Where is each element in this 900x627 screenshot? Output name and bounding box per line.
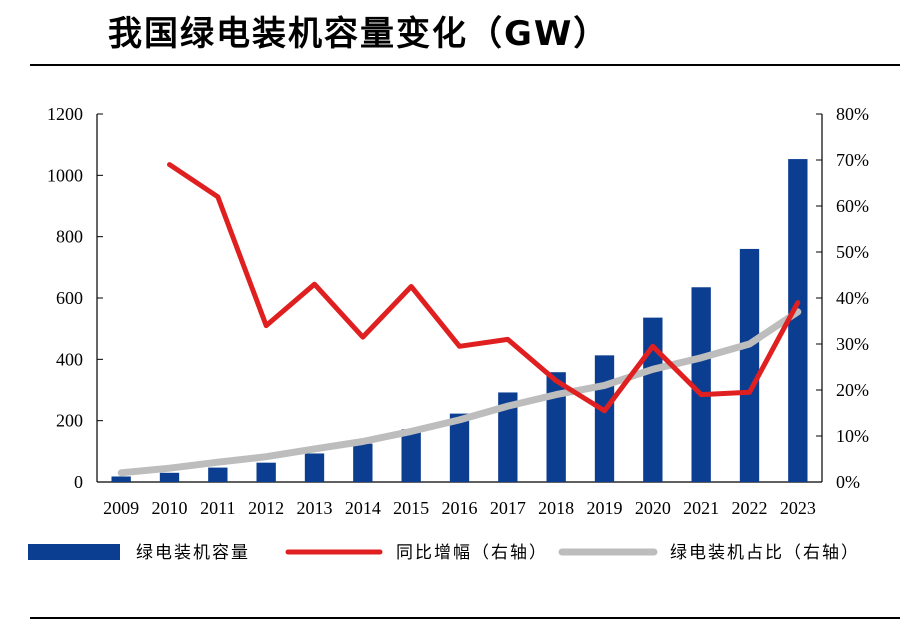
x-tick-label: 2016 xyxy=(442,498,478,518)
x-tick-label: 2023 xyxy=(780,498,816,518)
bar xyxy=(643,317,663,482)
bar xyxy=(208,467,228,482)
y-right-tick-label: 0% xyxy=(836,472,860,492)
bar xyxy=(739,248,760,482)
bar xyxy=(498,392,518,482)
legend-label: 绿电装机占比（右轴） xyxy=(670,543,860,563)
bar xyxy=(401,429,421,482)
y-right-tick-label: 10% xyxy=(836,426,869,446)
x-tick-label: 2011 xyxy=(200,498,235,518)
y-right-tick-label: 40% xyxy=(836,288,869,308)
share-line xyxy=(117,308,802,477)
x-tick-label: 2017 xyxy=(490,498,526,518)
legend-item-growth: 同比增幅（右轴） xyxy=(285,543,548,563)
bar xyxy=(594,355,615,482)
y-right-tick-label: 70% xyxy=(836,150,869,170)
bar xyxy=(159,472,180,482)
x-tick-label: 2021 xyxy=(683,498,719,518)
x-tick-label: 2009 xyxy=(103,498,139,518)
legend-label: 绿电装机容量 xyxy=(136,543,250,563)
y-left-tick-label: 200 xyxy=(56,411,83,431)
x-tick-label: 2015 xyxy=(393,498,429,518)
legend-item-share: 绿电装机占比（右轴） xyxy=(558,543,860,563)
bar xyxy=(353,443,373,482)
legend: 绿电装机容量 同比增幅（右轴） 绿电装机占比（右轴） xyxy=(28,543,860,563)
x-tick-label: 2013 xyxy=(297,498,333,518)
legend-label: 同比增幅（右轴） xyxy=(396,543,548,563)
x-tick-label: 2010 xyxy=(152,498,188,518)
bar xyxy=(691,287,711,482)
y-left-tick-label: 1200 xyxy=(47,104,83,124)
legend-item-capacity: 绿电装机容量 xyxy=(28,543,250,563)
x-tick-label: 2020 xyxy=(635,498,671,518)
y-left-tick-label: 0 xyxy=(74,472,83,492)
chart-title: 我国绿电装机容量变化（GW） xyxy=(108,14,610,54)
bar xyxy=(111,476,131,482)
y-right-tick-label: 30% xyxy=(836,334,869,354)
y-right-tick-label: 80% xyxy=(836,104,869,124)
y-left-tick-label: 400 xyxy=(56,349,83,369)
y-left-tick-label: 1000 xyxy=(47,165,83,185)
bottom-rule xyxy=(30,617,900,619)
y-right-tick-label: 50% xyxy=(836,242,869,262)
y-left-tick-label: 600 xyxy=(56,288,83,308)
x-tick-label: 2022 xyxy=(732,498,768,518)
bar xyxy=(256,462,276,482)
bar xyxy=(546,372,566,482)
chart-title-block: 我国绿电装机容量变化（GW） xyxy=(0,6,900,54)
bar xyxy=(304,453,325,482)
y-left-tick-label: 800 xyxy=(56,227,83,247)
tick-labels: 0 200 400 600 800 1000 1200 0% 10% 20% 30% 40% 50% 60… xyxy=(47,104,869,518)
x-tick-label: 2019 xyxy=(587,498,623,518)
bar xyxy=(449,413,470,482)
y-right-tick-label: 60% xyxy=(836,196,869,216)
x-tick-label: 2012 xyxy=(248,498,284,518)
x-tick-label: 2014 xyxy=(345,498,381,518)
x-tick-label: 2018 xyxy=(538,498,574,518)
legend-swatch-bar xyxy=(28,544,120,560)
growth-line xyxy=(167,162,801,414)
bar xyxy=(788,159,808,482)
bar-series xyxy=(111,159,808,482)
y-right-tick-label: 20% xyxy=(836,380,869,400)
line-series xyxy=(117,162,802,477)
top-rule xyxy=(30,64,900,66)
